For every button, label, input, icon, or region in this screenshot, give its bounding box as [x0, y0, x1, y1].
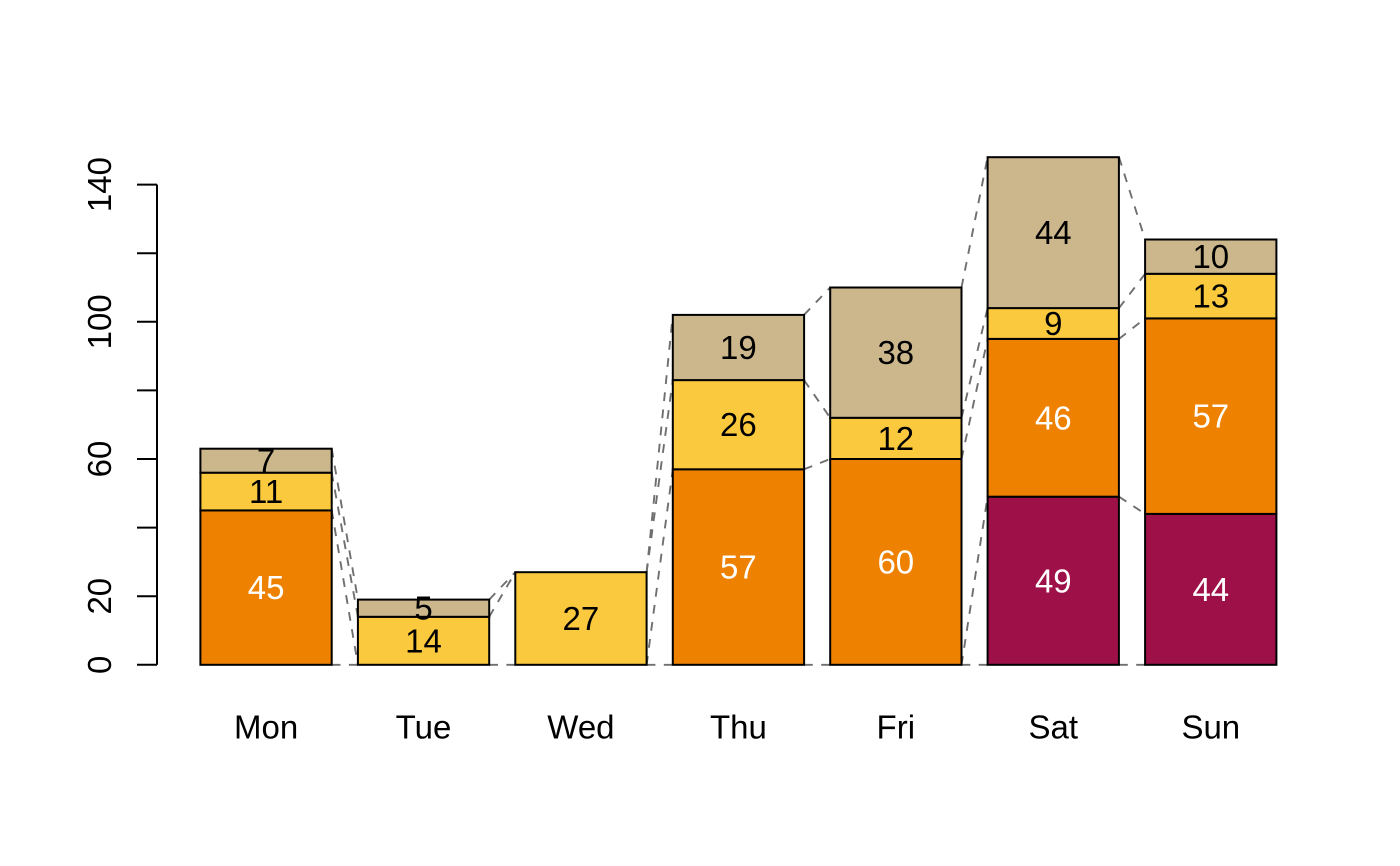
svg-text:27: 27: [563, 600, 600, 637]
svg-text:49: 49: [1035, 562, 1072, 599]
svg-text:Sun: Sun: [1181, 709, 1240, 746]
svg-text:Wed: Wed: [547, 709, 614, 746]
svg-text:Thu: Thu: [710, 709, 767, 746]
svg-text:140: 140: [81, 157, 118, 212]
svg-text:10: 10: [1192, 238, 1229, 275]
svg-text:0: 0: [81, 656, 118, 674]
svg-text:Fri: Fri: [877, 709, 915, 746]
svg-text:46: 46: [1035, 399, 1072, 436]
svg-text:60: 60: [81, 441, 118, 478]
svg-text:13: 13: [1192, 278, 1229, 315]
svg-text:44: 44: [1192, 571, 1229, 608]
svg-text:Mon: Mon: [234, 709, 298, 746]
svg-text:Sat: Sat: [1029, 709, 1079, 746]
svg-text:Tue: Tue: [396, 709, 452, 746]
svg-text:44: 44: [1035, 214, 1072, 251]
svg-text:19: 19: [720, 329, 757, 366]
svg-text:26: 26: [720, 406, 757, 443]
svg-text:38: 38: [877, 334, 914, 371]
svg-text:7: 7: [257, 442, 275, 479]
svg-text:57: 57: [720, 549, 757, 586]
svg-text:100: 100: [81, 294, 118, 349]
svg-text:60: 60: [877, 543, 914, 580]
svg-text:9: 9: [1044, 305, 1062, 342]
svg-text:57: 57: [1192, 398, 1229, 435]
svg-text:5: 5: [414, 590, 432, 627]
svg-text:11: 11: [249, 473, 283, 510]
svg-text:45: 45: [248, 569, 285, 606]
svg-text:20: 20: [81, 578, 118, 615]
svg-text:12: 12: [877, 420, 914, 457]
svg-text:14: 14: [405, 622, 442, 659]
